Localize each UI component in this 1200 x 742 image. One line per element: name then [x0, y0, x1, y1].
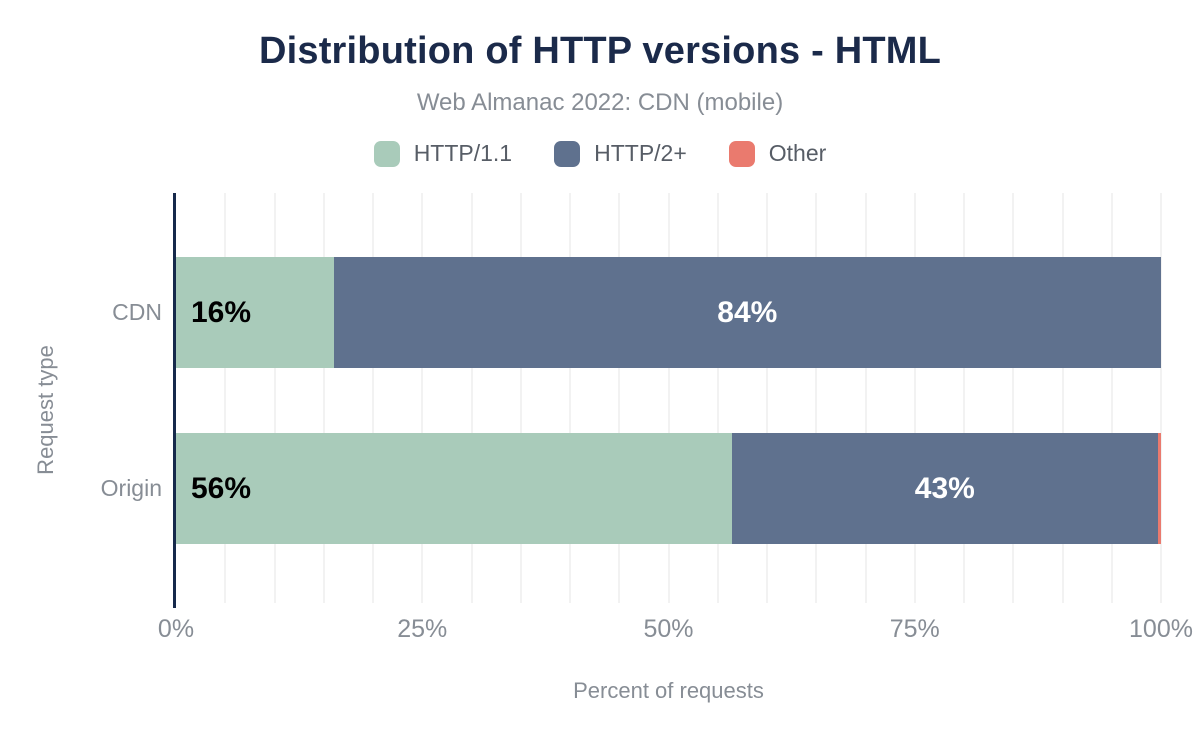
x-tick-label-0: 0%	[157, 615, 195, 643]
legend-swatch-other	[728, 140, 755, 167]
gridline	[815, 193, 818, 603]
gridline	[569, 193, 571, 603]
gridline	[1012, 193, 1015, 603]
gridline	[913, 193, 916, 603]
gridline	[1110, 193, 1113, 603]
x-tick-label-25: 25%	[397, 615, 448, 643]
bar-segment-origin-other[interactable]	[1158, 433, 1161, 544]
legend-item-other[interactable]: Other	[728, 140, 827, 167]
chart-subtitle: Web Almanac 2022: CDN (mobile)	[416, 89, 784, 116]
gridline	[421, 193, 424, 603]
bar-segment-cdn-http-1-1[interactable]	[176, 257, 334, 368]
gridline	[470, 193, 473, 603]
bar-value-label-cdn-http-2: 84%	[717, 296, 778, 329]
bar-value-label-cdn-http-1-1: 16%	[191, 296, 252, 329]
gridline	[716, 193, 719, 603]
legend-item-http-1-1[interactable]: HTTP/1.1	[373, 140, 513, 167]
x-tick-label-75: 75%	[889, 615, 940, 643]
x-axis-title: Percent of requests	[573, 678, 764, 703]
category-label-cdn: CDN	[112, 299, 162, 325]
legend-swatch-http-2-plus	[554, 140, 581, 167]
gridline	[618, 193, 621, 603]
legend-swatch-http-1-1	[373, 140, 400, 167]
gridline	[273, 193, 276, 603]
bar-segment-cdn-http-2[interactable]	[333, 257, 1161, 368]
legend-item-http-2-plus[interactable]: HTTP/2+	[554, 140, 687, 167]
legend-label-http-2-plus: HTTP/2+	[594, 140, 687, 166]
gridline	[667, 193, 670, 603]
gridline	[519, 193, 522, 603]
legend: HTTP/1.1 HTTP/2+ Other	[0, 140, 1200, 167]
gridline	[322, 193, 325, 603]
gridline	[963, 193, 965, 603]
gridline	[224, 193, 227, 603]
x-tick-label-100: 100%	[1129, 615, 1193, 643]
bar-value-label-origin-http-2: 43%	[914, 472, 975, 505]
gridline	[766, 193, 768, 603]
category-label-origin: Origin	[100, 475, 162, 501]
legend-label-other: Other	[768, 140, 827, 166]
gridline	[1160, 193, 1162, 603]
gridline	[1061, 193, 1064, 603]
gridline	[372, 193, 374, 603]
y-axis-title: Request type	[33, 345, 58, 475]
bar-segment-origin-http-2[interactable]	[731, 433, 1159, 544]
legend-label-http-1-1: HTTP/1.1	[413, 140, 513, 166]
y-axis-line	[173, 193, 176, 608]
x-tick-label-50: 50%	[643, 615, 694, 643]
chart-title: Distribution of HTTP versions - HTML	[258, 30, 942, 72]
gridline	[864, 193, 867, 603]
bar-value-label-origin-http-1-1: 56%	[191, 472, 252, 505]
bar-segment-origin-http-1-1[interactable]	[176, 433, 732, 544]
